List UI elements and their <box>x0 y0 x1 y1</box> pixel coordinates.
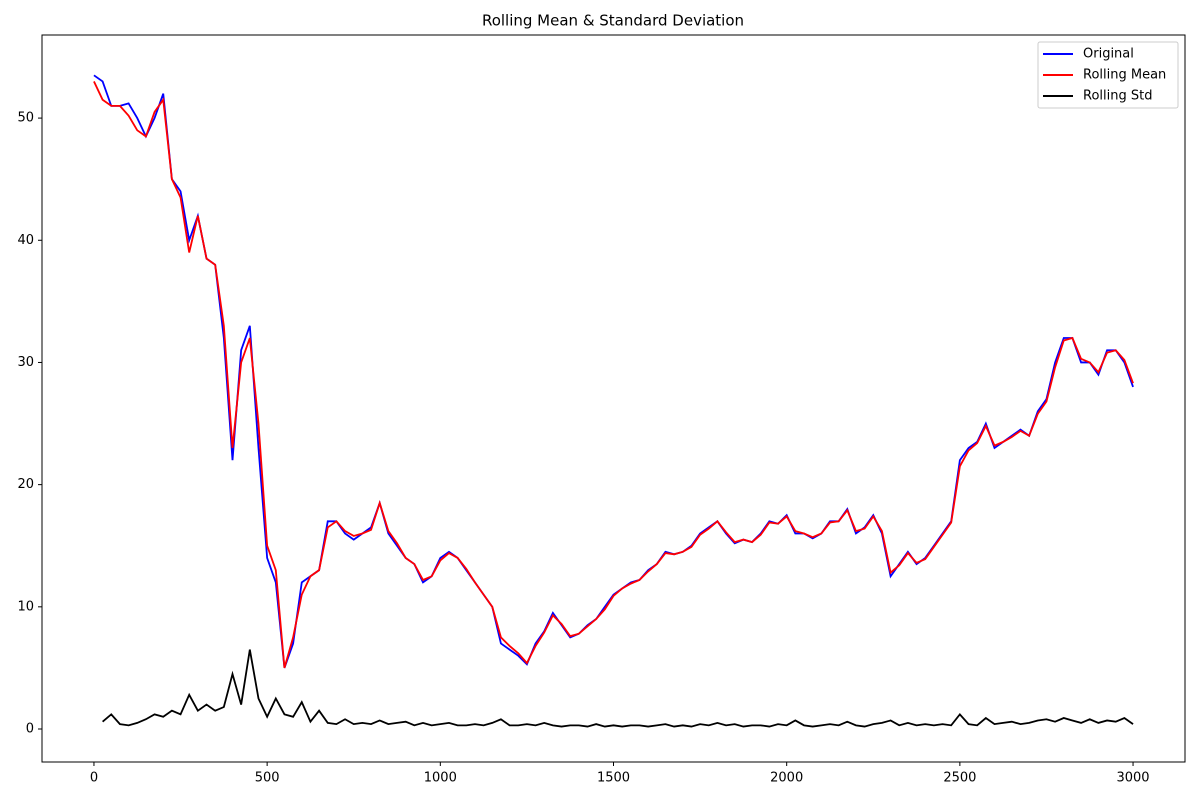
series-line <box>102 649 1134 728</box>
legend-label: Rolling Mean <box>1083 68 1166 83</box>
y-tick-label: 30 <box>17 355 34 370</box>
series-line <box>93 81 1134 669</box>
legend-label: Original <box>1083 47 1134 62</box>
x-tick-label: 0 <box>90 771 98 786</box>
y-tick-label: 10 <box>17 599 34 614</box>
y-tick-label: 50 <box>17 111 34 126</box>
chart-title: Rolling Mean & Standard Deviation <box>482 12 744 30</box>
x-tick-label: 3000 <box>1116 771 1149 786</box>
x-tick-label: 1500 <box>597 771 630 786</box>
legend-label: Rolling Std <box>1083 89 1152 104</box>
y-tick-label: 40 <box>17 233 34 248</box>
y-tick-label: 20 <box>17 477 34 492</box>
x-tick-label: 500 <box>255 771 280 786</box>
x-tick-label: 2500 <box>943 771 976 786</box>
series-line <box>93 74 1134 669</box>
legend-box <box>1037 41 1179 109</box>
y-tick-label: 0 <box>26 722 34 737</box>
x-tick-label: 1000 <box>424 771 457 786</box>
plot-frame <box>41 34 1186 763</box>
x-tick-label: 2000 <box>770 771 803 786</box>
